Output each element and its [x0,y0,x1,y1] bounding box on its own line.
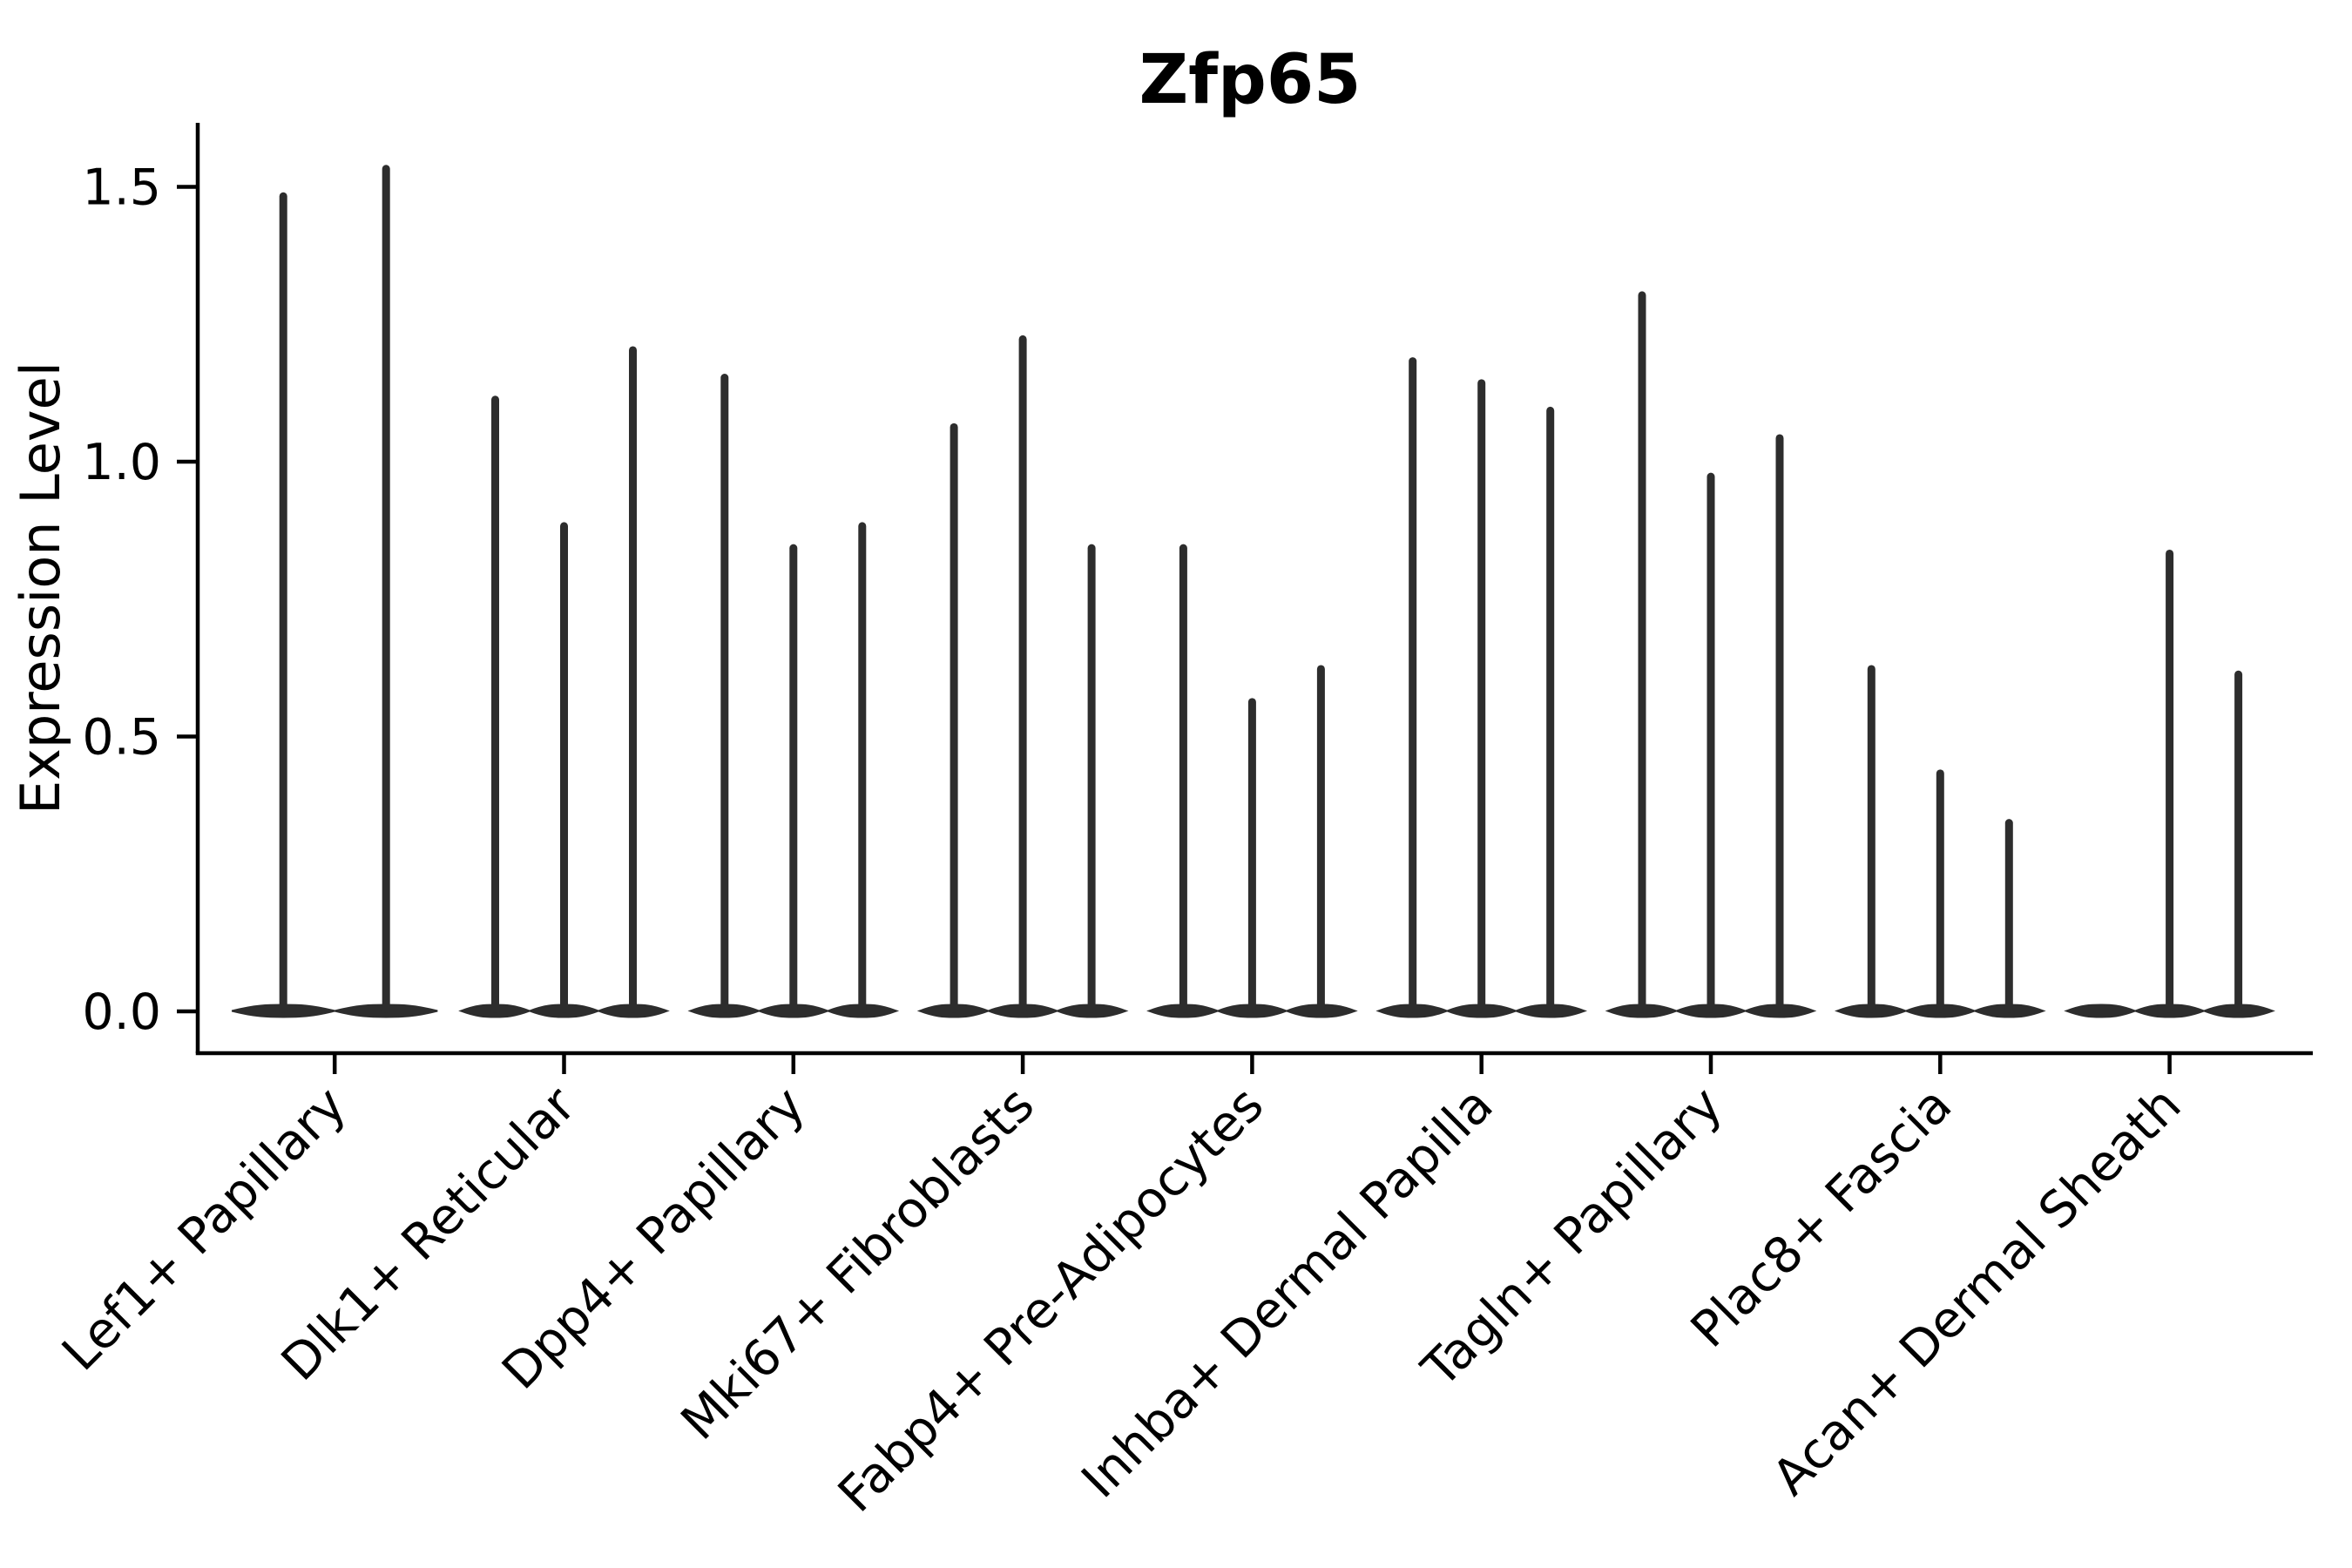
violin-spike [491,395,499,1013]
y-tick-label: 1.0 [82,434,161,491]
violins [231,165,2275,1018]
x-tick-label: Inhba+ Dermal Papilla [1071,1076,1504,1509]
violin-spike [1638,291,1646,1013]
y-tick-label: 1.5 [82,159,161,216]
violin-spike [560,522,568,1013]
violin-spike [1477,379,1486,1014]
x-tick-label: Acan+ Dermal Sheath [1761,1076,2192,1506]
violin-base [2064,1004,2138,1018]
violin-spike [1867,665,1876,1013]
violin-spike [382,165,390,1013]
violin-spike [1707,472,1715,1013]
violin-spike [1247,698,1256,1013]
violin-spike [789,544,798,1013]
violin-spike [1179,544,1187,1013]
y-tick-label: 0.5 [82,708,161,766]
violin-spike [1936,769,1944,1013]
chart-title: Zfp65 [1139,41,1362,119]
y-axis-label: Expression Level [9,362,72,814]
violin-spike [1546,406,1555,1013]
violin-spike [279,192,287,1013]
violin-spike [858,522,867,1013]
violin-spike [1409,357,1417,1013]
violin-spike [629,346,637,1013]
violin-spike [720,374,729,1013]
violin-spike [1087,544,1096,1013]
violin-spike [2166,549,2174,1013]
violin-spike [1018,335,1027,1013]
violin-spike [1775,434,1784,1013]
violin-spike [1316,665,1325,1013]
y-tick-label: 0.0 [82,983,161,1041]
y-axis-ticks: 0.0 0.5 1.0 1.5 [82,159,198,1041]
x-tick-label: Fabp4+ Pre-Adipocytes [828,1076,1274,1523]
violin-spike [950,422,958,1014]
violin-spike [2004,819,2013,1013]
violin-spike [2234,670,2243,1013]
